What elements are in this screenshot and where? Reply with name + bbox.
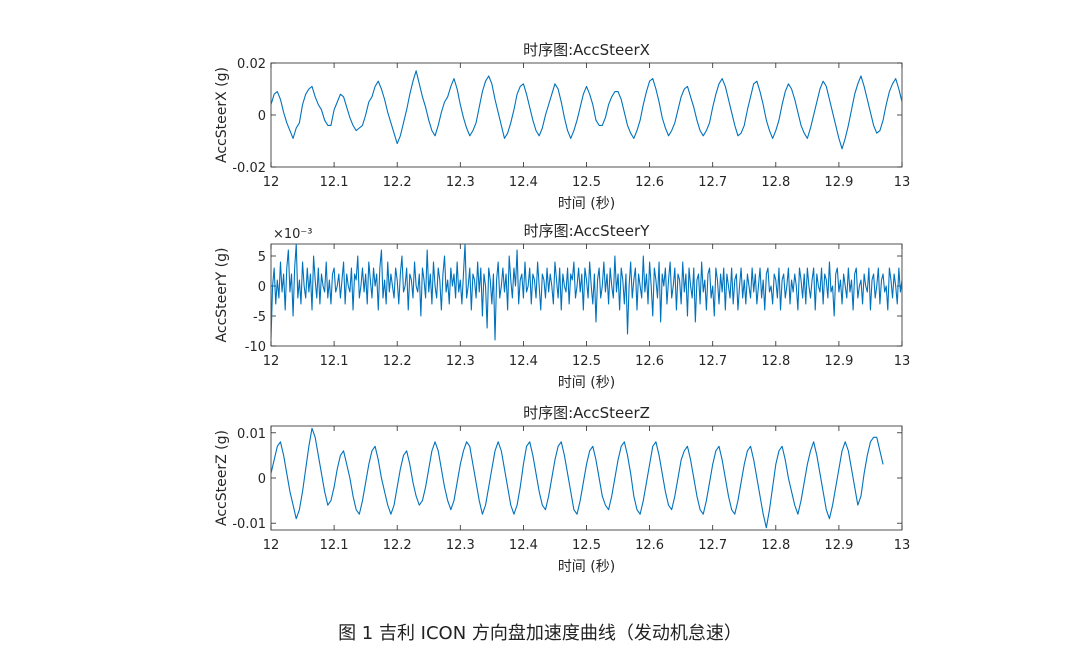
x-tick-label: 12.3 — [446, 538, 475, 553]
x-tick-label: 12.5 — [572, 354, 601, 369]
x-axis-label: 时间 (秒) — [558, 196, 615, 212]
subplot-accsteery: 12 12.1 12.2 12.3 12.4 12.5 12.6 12.7 12.8 12.9 13… — [214, 222, 910, 391]
x-tick-label: 12.7 — [698, 175, 727, 190]
x-tick-label: 12.2 — [383, 175, 412, 190]
plot-area — [270, 243, 903, 347]
x-tick-label: 12.2 — [383, 354, 412, 369]
x-tick-label: 12.7 — [698, 538, 727, 553]
y-tick-label: 5 — [258, 250, 266, 265]
x-tick-label: 12 — [263, 175, 280, 190]
y-tick-label: -5 — [253, 310, 266, 325]
subplot-accsteerx: 12 12.1 12.2 12.3 12.4 12.5 12.6 12.7 12.8 12.9 13… — [214, 41, 910, 212]
y-tick-label: -0.02 — [232, 161, 266, 176]
x-tick-label: 12.3 — [446, 175, 475, 190]
y-tick-label: -0.01 — [232, 517, 266, 532]
y-exponent-label: ×10⁻³ — [273, 227, 313, 242]
x-tick-label: 12.1 — [320, 354, 349, 369]
x-tick-label: 12 — [263, 538, 280, 553]
x-tick-label: 12 — [263, 354, 280, 369]
x-tick-label: 12.4 — [509, 175, 538, 190]
x-tick-label: 12.8 — [761, 354, 790, 369]
x-tick-label: 12.2 — [383, 538, 412, 553]
x-tick-label: 12.7 — [698, 354, 727, 369]
y-axis-label: AccSteerX (g) — [214, 67, 230, 163]
x-axis-label: 时间 (秒) — [558, 375, 615, 391]
x-tick-label: 12.6 — [635, 538, 664, 553]
y-axis-label: AccSteerY (g) — [214, 248, 230, 343]
x-tick-label: 12.4 — [509, 354, 538, 369]
y-tick-label: -10 — [245, 340, 266, 355]
y-tick-label: 0 — [258, 109, 266, 124]
x-tick-label: 12.5 — [572, 175, 601, 190]
series-line — [271, 427, 884, 529]
y-axis-label: AccSteerZ (g) — [214, 430, 230, 526]
x-tick-label: 13 — [894, 354, 911, 369]
series-line — [271, 70, 902, 150]
y-tick-label: 0.02 — [237, 57, 266, 72]
y-tick-label: 0 — [258, 472, 266, 487]
y-tick-label: 0.01 — [237, 427, 266, 442]
x-tick-label: 12.9 — [824, 538, 853, 553]
x-tick-label: 12.6 — [635, 354, 664, 369]
x-tick-label: 12.1 — [320, 175, 349, 190]
x-axis-label: 时间 (秒) — [558, 559, 615, 575]
x-tick-label: 12.4 — [509, 538, 538, 553]
y-tick-label: 0 — [258, 280, 266, 295]
x-tick-label: 12.8 — [761, 175, 790, 190]
x-tick-label: 13 — [894, 175, 911, 190]
plot-area — [270, 425, 903, 531]
subplot-accsteerz: 12 12.1 12.2 12.3 12.4 12.5 12.6 12.7 12.8 12.9 13… — [214, 404, 910, 575]
series-line — [271, 244, 902, 341]
x-tick-label: 12.6 — [635, 175, 664, 190]
chart-title: 时序图:AccSteerY — [524, 222, 651, 240]
x-tick-label: 12.5 — [572, 538, 601, 553]
x-tick-label: 12.8 — [761, 538, 790, 553]
x-tick-label: 12.3 — [446, 354, 475, 369]
x-tick-label: 12.9 — [824, 354, 853, 369]
chart-title: 时序图:AccSteerZ — [523, 404, 650, 422]
plot-area — [270, 62, 903, 168]
x-tick-label: 12.9 — [824, 175, 853, 190]
figure-caption: 图 1 吉利 ICON 方向盘加速度曲线（发动机怠速） — [338, 623, 742, 644]
x-tick-label: 12.1 — [320, 538, 349, 553]
chart-title: 时序图:AccSteerX — [523, 41, 650, 59]
x-tick-label: 13 — [894, 538, 911, 553]
